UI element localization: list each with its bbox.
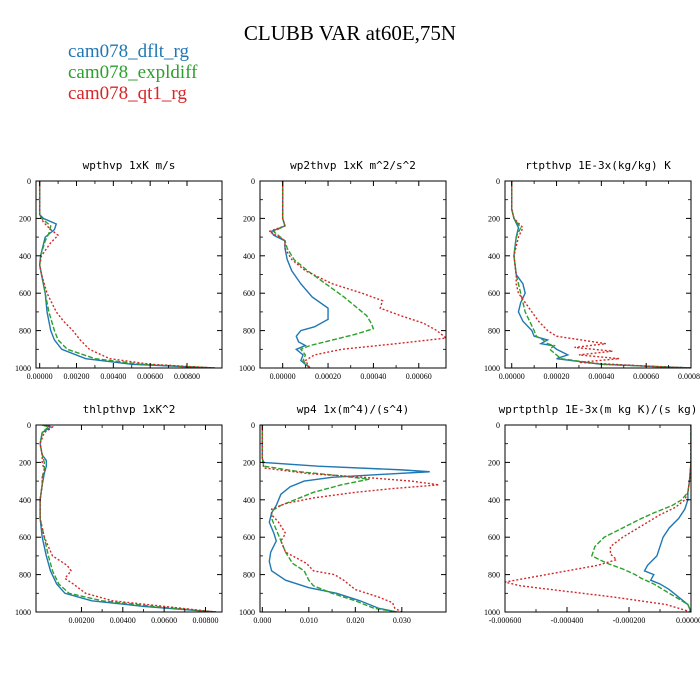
- series-group: [38, 181, 215, 368]
- series-line-cam078_qt1_rg: [505, 425, 691, 612]
- x-tick-label: -0.000600: [489, 616, 522, 625]
- series-line-cam078_expldiff: [39, 425, 216, 612]
- x-tick-label: 0.020: [346, 616, 364, 625]
- y-tick-label: 800: [243, 327, 255, 336]
- y-tick-label: 600: [19, 289, 31, 298]
- x-tick-label: 0.00040: [588, 372, 614, 381]
- y-tick-label: 1000: [15, 608, 31, 617]
- y-tick-label: 800: [19, 571, 31, 580]
- y-tick-label: 200: [19, 214, 31, 223]
- y-tick-label: 1000: [239, 364, 255, 373]
- y-tick-label: 0: [27, 177, 31, 186]
- y-tick-label: 400: [243, 496, 255, 505]
- x-tick-label: 0.00400: [110, 616, 136, 625]
- chart-panel: thlpthvp 1xK^2 0 200 400 600 800 1000 0.00200 0.…: [15, 403, 223, 625]
- x-tick-label: 0.00800: [192, 616, 218, 625]
- series-line-cam078_expldiff: [38, 181, 215, 368]
- x-tick-label: 0.010: [300, 616, 318, 625]
- series-group: [511, 181, 691, 368]
- x-tick-label: 0.00040: [360, 372, 386, 381]
- chart-panel: wprtpthlp 1E-3x(m kg K)/(s kg) 0 200 400 600…: [484, 403, 700, 625]
- y-tick-label: 200: [488, 458, 500, 467]
- x-tick-label: 0.00000: [499, 372, 525, 381]
- legend: cam078_dflt_rgcam078_expldiffcam078_qt1_…: [68, 41, 198, 104]
- x-tick-label: 0.00060: [633, 372, 659, 381]
- x-tick-label: 0.030: [393, 616, 411, 625]
- series-group: [267, 181, 446, 368]
- legend-item: cam078_expldiff: [68, 62, 198, 83]
- x-tick-label: -0.000200: [613, 616, 646, 625]
- y-tick-label: 600: [243, 289, 255, 298]
- y-tick-label: 1000: [484, 364, 500, 373]
- x-tick-label: -0.000400: [551, 616, 584, 625]
- y-tick-label: 600: [488, 533, 500, 542]
- x-tick-label: 0.00000: [270, 372, 296, 381]
- y-tick-label: 200: [488, 214, 500, 223]
- y-tick-label: 400: [19, 252, 31, 261]
- y-tick-label: 400: [243, 252, 255, 261]
- series-group: [505, 425, 691, 612]
- y-tick-label: 400: [19, 496, 31, 505]
- y-tick-label: 800: [19, 327, 31, 336]
- y-tick-label: 0: [251, 177, 255, 186]
- series-line-cam078_qt1_rg: [39, 425, 216, 612]
- y-tick-label: 0: [496, 421, 500, 430]
- x-tick-label: 0.00080: [678, 372, 700, 381]
- series-group: [261, 425, 440, 612]
- panel-title: wprtpthlp 1E-3x(m kg K)/(s kg): [499, 403, 698, 416]
- chart-panel: wp2thvp 1xK m^2/s^2 0 200 400 600 800 1000 0.00…: [239, 159, 447, 381]
- panel-title: wp4 1x(m^4)/(s^4): [297, 403, 410, 416]
- series-line-cam078_qt1_rg: [38, 181, 215, 368]
- y-tick-label: 0: [496, 177, 500, 186]
- x-tick-label: 0.00200: [68, 616, 94, 625]
- y-tick-label: 1000: [484, 608, 500, 617]
- y-tick-label: 0: [251, 421, 255, 430]
- x-tick-label: 0.000: [253, 616, 271, 625]
- series-line-cam078_expldiff: [590, 425, 691, 612]
- y-tick-label: 800: [243, 571, 255, 580]
- y-tick-label: 800: [488, 571, 500, 580]
- legend-item: cam078_qt1_rg: [68, 83, 187, 104]
- x-tick-label: 0.00800: [174, 372, 200, 381]
- panel-title: wpthvp 1xK m/s: [83, 159, 176, 172]
- series-line-cam078_qt1_rg: [511, 181, 691, 368]
- chart-panel: rtpthvp 1E-3x(kg/kg) K020040060080010000…: [484, 159, 700, 381]
- y-tick-label: 400: [488, 496, 500, 505]
- series-line-cam078_dflt_rg: [511, 181, 691, 368]
- series-line-cam078_qt1_rg: [267, 181, 446, 368]
- x-tick-label: 0.00000: [27, 372, 53, 381]
- y-tick-label: 1000: [15, 364, 31, 373]
- x-tick-label: 0.00600: [137, 372, 163, 381]
- legend-item: cam078_dflt_rg: [68, 41, 190, 62]
- y-tick-label: 200: [243, 458, 255, 467]
- y-tick-label: 600: [19, 533, 31, 542]
- x-tick-label: 0.00400: [100, 372, 126, 381]
- x-tick-label: 0.00200: [64, 372, 90, 381]
- page-title: CLUBB VAR at60E,75N: [244, 21, 456, 45]
- y-tick-label: 200: [19, 458, 31, 467]
- panel-title: wp2thvp 1xK m^2/s^2: [290, 159, 416, 172]
- x-tick-label: 0.00060: [406, 372, 432, 381]
- y-tick-label: 0: [27, 421, 31, 430]
- x-tick-label: 0.00600: [151, 616, 177, 625]
- y-tick-label: 600: [488, 289, 500, 298]
- y-tick-label: 200: [243, 214, 255, 223]
- y-tick-label: 600: [243, 533, 255, 542]
- y-tick-label: 1000: [239, 608, 255, 617]
- x-tick-label: 0.00020: [315, 372, 341, 381]
- series-line-cam078_qt1_rg: [261, 425, 440, 612]
- y-tick-label: 400: [488, 252, 500, 261]
- series-line-cam078_expldiff: [511, 181, 691, 368]
- x-tick-label: 0.00020: [544, 372, 570, 381]
- series-line-cam078_dflt_rg: [270, 181, 329, 368]
- panel-title: rtpthvp 1E-3x(kg/kg) K: [525, 159, 671, 172]
- y-tick-label: 800: [488, 327, 500, 336]
- panel-title: thlpthvp 1xK^2: [83, 403, 176, 416]
- series-line-cam078_expldiff: [272, 181, 375, 368]
